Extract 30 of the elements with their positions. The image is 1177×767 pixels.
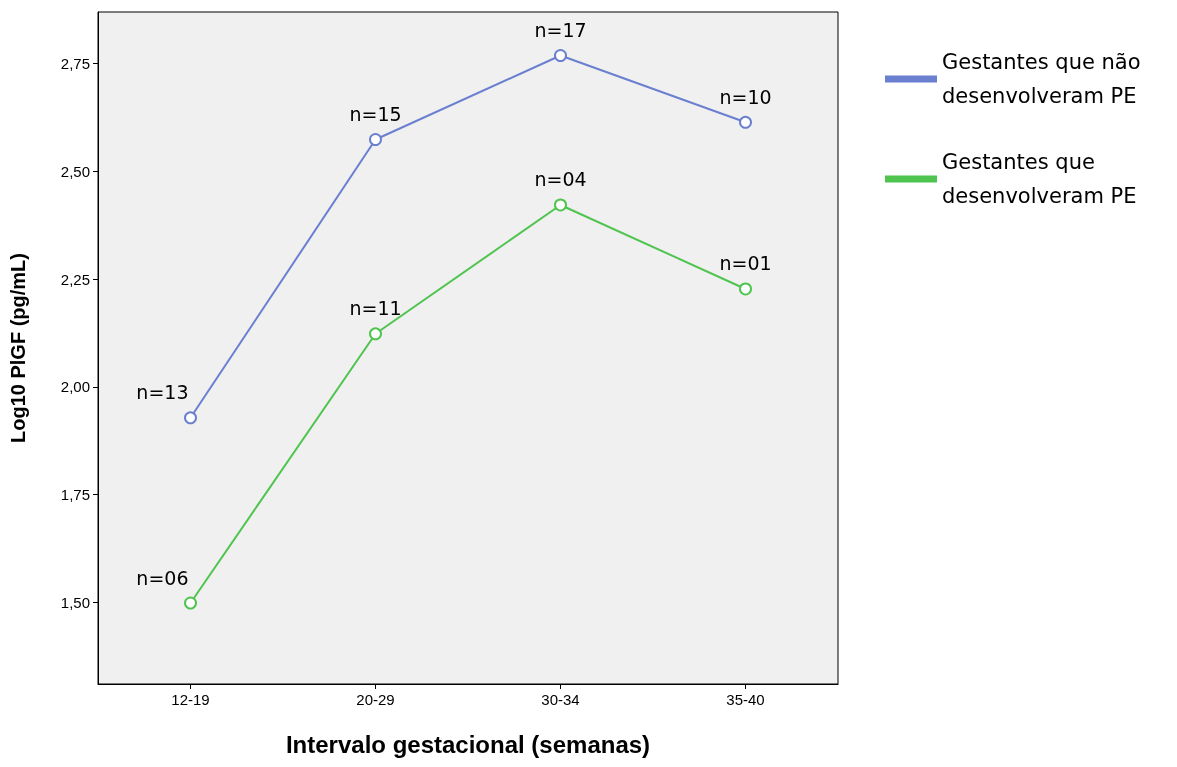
legend-label: Gestantes que não desenvolveram PE xyxy=(942,50,1148,108)
annotation: n=04 xyxy=(534,168,587,191)
y-tick-label: 2,25 xyxy=(60,270,90,288)
y-tick-label: 2,00 xyxy=(60,378,90,396)
point xyxy=(184,411,197,425)
point xyxy=(554,198,567,212)
point xyxy=(554,49,567,62)
point xyxy=(369,133,382,146)
annotation: n=17 xyxy=(534,19,587,42)
point xyxy=(184,596,197,610)
x-tick-label: 20-29 xyxy=(356,691,395,708)
x-axis-title: Intervalo gestacional (semanas) xyxy=(285,730,651,758)
x-tick-label: 35-40 xyxy=(726,691,765,708)
point xyxy=(369,327,382,341)
annotation: n=06 xyxy=(136,566,189,589)
point xyxy=(739,282,752,296)
legend-label: Gestantes que desenvolveram PE xyxy=(942,150,1137,208)
y-axis-title: Log10 PlGF (pg/mL) xyxy=(7,253,29,443)
annotation: n=01 xyxy=(719,252,772,275)
annotation: n=13 xyxy=(136,381,189,404)
y-tick-label: 1,50 xyxy=(60,593,90,611)
annotation: n=10 xyxy=(719,85,772,108)
annotation: n=11 xyxy=(349,297,402,320)
y-tick-label: 2,75 xyxy=(60,55,90,73)
y-tick-label: 2,50 xyxy=(60,162,90,180)
point xyxy=(739,115,752,129)
x-tick-label: 30-34 xyxy=(541,691,580,708)
y-tick-label: 1,75 xyxy=(60,485,90,503)
annotation: n=15 xyxy=(349,103,402,126)
x-tick-label: 12-19 xyxy=(171,691,210,708)
